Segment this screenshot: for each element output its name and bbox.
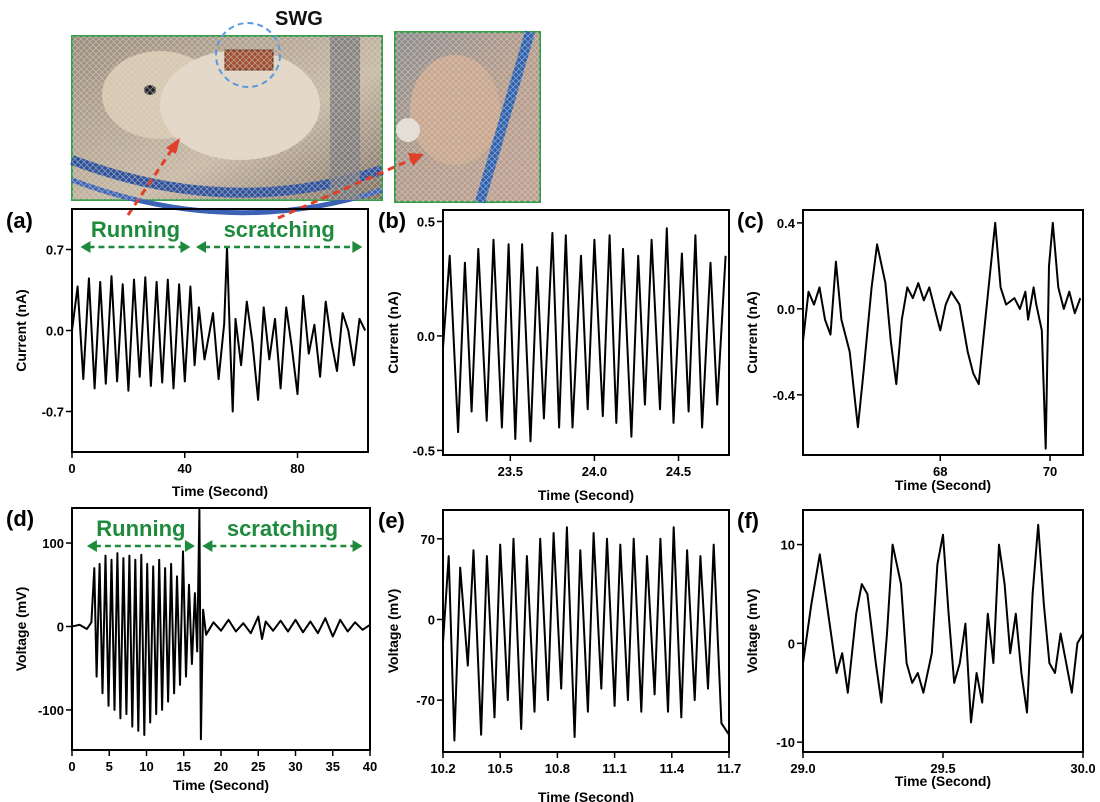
x-tick-label: 10.8 xyxy=(545,761,570,776)
y-tick-label: 100 xyxy=(42,536,64,551)
x-tick-label: 5 xyxy=(106,759,113,774)
x-tick-label: 15 xyxy=(177,759,191,774)
x-tick-label: 10.2 xyxy=(430,761,455,776)
phase-arrowhead-left xyxy=(80,241,91,253)
x-tick-label: 68 xyxy=(933,464,947,479)
hamster-behind-mesh-photo xyxy=(394,30,541,204)
y-tick-label: 0.0 xyxy=(46,324,64,339)
x-tick-label: 80 xyxy=(290,461,304,476)
panel-label: (d) xyxy=(6,506,34,531)
phase-arrowhead-left xyxy=(86,540,97,552)
panel-label: (e) xyxy=(378,508,405,533)
x-tick-label: 30.0 xyxy=(1070,761,1095,776)
y-axis-label: Voltage (mV) xyxy=(744,589,760,674)
y-tick-label: 0.0 xyxy=(417,329,435,344)
phase-label: Running xyxy=(91,217,180,242)
y-tick-label: 0 xyxy=(57,619,64,634)
y-tick-label: -0.4 xyxy=(773,388,796,403)
x-tick-label: 24.0 xyxy=(582,464,607,479)
y-axis-label: Voltage (mV) xyxy=(13,587,29,672)
phase-arrowhead-left xyxy=(202,540,213,552)
y-tick-label: 0.5 xyxy=(417,214,435,229)
x-tick-label: 10 xyxy=(139,759,153,774)
y-tick-label: 0.4 xyxy=(777,216,796,231)
phase-label: Running xyxy=(96,516,185,541)
phase-arrowhead-right xyxy=(180,241,191,253)
x-tick-label: 0 xyxy=(68,759,75,774)
x-tick-label: 10.5 xyxy=(488,761,513,776)
y-axis-label: Current (nA) xyxy=(13,289,29,371)
x-tick-label: 30 xyxy=(288,759,302,774)
chart-panel-d: (d) 0 5 10 15 20 25 30 35 40 100 0 -100 Time (Second)… xyxy=(6,506,377,793)
x-tick-label: 29.0 xyxy=(790,761,815,776)
chart-panel-e: (e) 10.2 10.5 10.8 11.1 11.4 11.7 70 0 -70 Time (S… xyxy=(378,508,741,802)
y-tick-label: 70 xyxy=(421,532,435,547)
y-axis-label: Current (nA) xyxy=(744,291,760,373)
phase-label: scratching xyxy=(227,516,338,541)
panel-label: (b) xyxy=(378,208,406,233)
plot-frame xyxy=(442,209,730,456)
y-axis-label: Current (nA) xyxy=(385,291,401,373)
y-tick-label: -0.5 xyxy=(413,443,435,458)
y-tick-label: -0.7 xyxy=(42,405,64,420)
hamster-on-wheel-photo xyxy=(70,35,384,216)
y-tick-label: 0.0 xyxy=(777,302,795,317)
panel-label: (f) xyxy=(737,508,759,533)
x-axis-label: Time (Second) xyxy=(173,777,269,793)
x-axis-label: Time (Second) xyxy=(895,477,991,493)
plot-frame xyxy=(442,509,730,753)
x-tick-label: 40 xyxy=(178,461,192,476)
x-tick-label: 20 xyxy=(214,759,228,774)
y-tick-label: 10 xyxy=(781,538,795,553)
x-tick-label: 40 xyxy=(363,759,377,774)
y-axis-label: Voltage (mV) xyxy=(385,589,401,674)
x-tick-label: 11.7 xyxy=(717,761,742,776)
chart-panel-a: (a) 0 40 80 0.7 0.0 -0.7 Time (Second) Current (… xyxy=(6,208,369,499)
phase-arrowhead-right xyxy=(352,241,363,253)
x-tick-label: 29.5 xyxy=(930,761,955,776)
x-tick-label: 35 xyxy=(326,759,340,774)
series-line xyxy=(803,523,1083,724)
x-tick-label: 25 xyxy=(251,759,265,774)
x-tick-label: 70 xyxy=(1043,464,1057,479)
x-tick-label: 11.1 xyxy=(602,761,627,776)
swg-highlight-circle xyxy=(215,22,281,88)
phase-label: scratching xyxy=(224,217,335,242)
y-tick-label: -100 xyxy=(38,703,64,718)
phase-arrowhead-right xyxy=(352,540,363,552)
phase-arrowhead-right xyxy=(184,540,195,552)
chart-panel-c: (c) 68 70 0.4 0.0 -0.4 Time (Second) Current (n… xyxy=(737,208,1084,493)
chart-panel-f: (f) 29.0 29.5 30.0 10 0 -10 Time (Second) Voltag… xyxy=(737,508,1096,789)
series-line xyxy=(443,526,729,742)
x-tick-label: 24.5 xyxy=(666,464,691,479)
y-tick-label: 0 xyxy=(428,612,435,627)
y-tick-label: -70 xyxy=(416,693,435,708)
phase-arrowhead-left xyxy=(196,241,207,253)
x-tick-label: 23.5 xyxy=(498,464,523,479)
x-axis-label: Time (Second) xyxy=(895,773,991,789)
series-line xyxy=(72,246,367,413)
series-line xyxy=(803,221,1082,450)
y-tick-label: 0 xyxy=(788,636,795,651)
y-tick-label: -10 xyxy=(776,735,795,750)
series-line xyxy=(72,508,370,741)
panel-label: (c) xyxy=(737,208,764,233)
swg-label: SWG xyxy=(275,8,323,30)
x-axis-label: Time (Second) xyxy=(172,483,268,499)
x-tick-label: 0 xyxy=(68,461,75,476)
y-tick-label: 0.7 xyxy=(46,243,64,258)
x-axis-label: Time (Second) xyxy=(538,789,634,802)
panel-label: (a) xyxy=(6,208,33,233)
chart-panel-b: (b) 23.5 24.0 24.5 0.5 0.0 -0.5 Time (Second) Cu… xyxy=(378,208,730,503)
x-tick-label: 11.4 xyxy=(660,761,685,776)
series-line xyxy=(443,227,727,443)
x-axis-label: Time (Second) xyxy=(538,487,634,503)
